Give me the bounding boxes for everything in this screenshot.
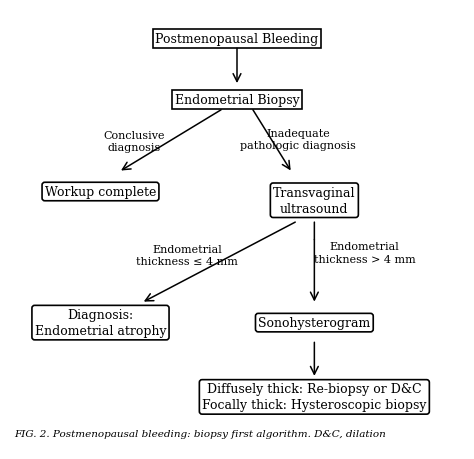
Text: Inadequate
pathologic diagnosis: Inadequate pathologic diagnosis (240, 129, 356, 151)
Text: Endometrial
thickness ≤ 4 mm: Endometrial thickness ≤ 4 mm (136, 244, 238, 267)
Text: Diffusely thick: Re-biopsy or D&C
Focally thick: Hysteroscopic biopsy: Diffusely thick: Re-biopsy or D&C Focall… (202, 382, 427, 412)
Text: Conclusive
diagnosis: Conclusive diagnosis (104, 131, 165, 153)
Text: Endometrial Biopsy: Endometrial Biopsy (174, 94, 300, 107)
Text: Postmenopausal Bleeding: Postmenopausal Bleeding (155, 33, 319, 46)
Text: Sonohysterogram: Sonohysterogram (258, 316, 371, 330)
Text: Transvaginal
ultrasound: Transvaginal ultrasound (273, 186, 356, 215)
Text: Diagnosis:
Endometrial atrophy: Diagnosis: Endometrial atrophy (35, 308, 166, 337)
Text: Endometrial
thickness > 4 mm: Endometrial thickness > 4 mm (313, 242, 415, 264)
Text: Workup complete: Workup complete (45, 185, 156, 199)
Text: FIG. 2. Postmenopausal bleeding: biopsy first algorithm. D&C, dilation: FIG. 2. Postmenopausal bleeding: biopsy … (14, 430, 386, 438)
